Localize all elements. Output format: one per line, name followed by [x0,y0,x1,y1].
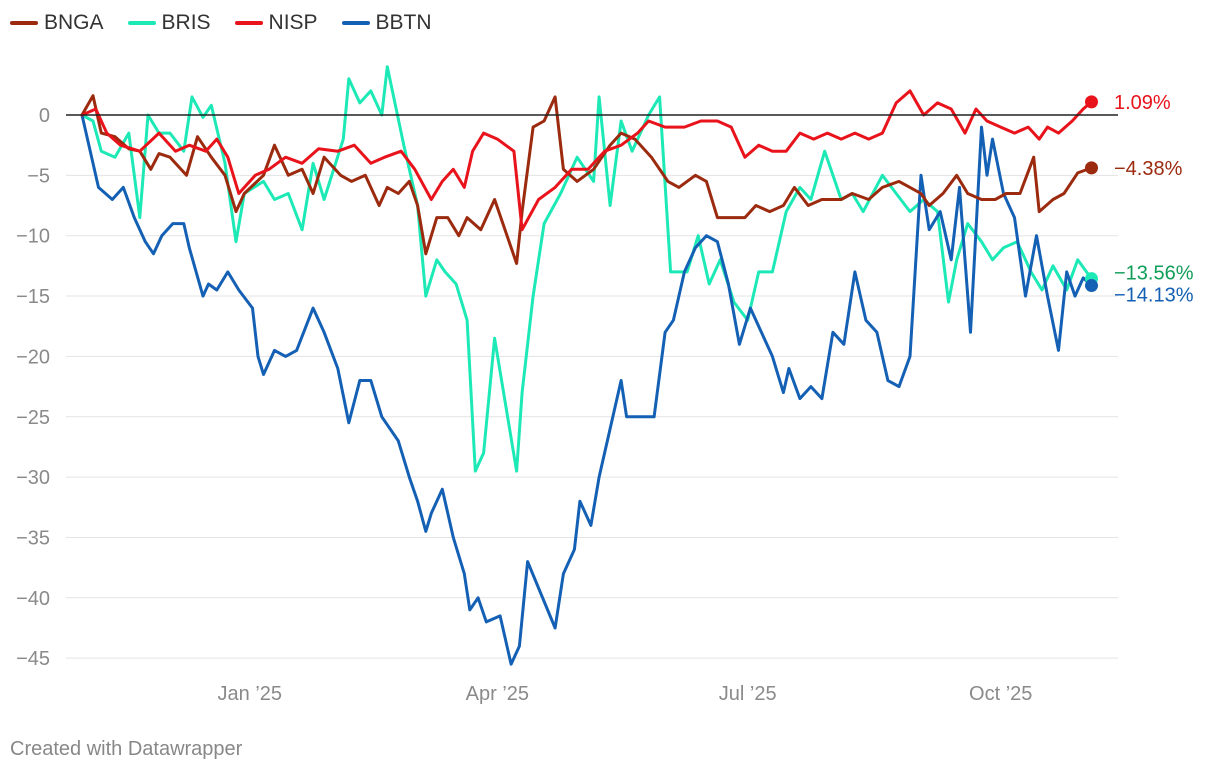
y-tick-label: −40 [16,588,50,610]
end-labels: −4.38% −13.56% 1.09% −14.13% [1084,92,1194,307]
end-dot-nisp [1084,95,1098,109]
end-label-nisp: 1.09% [1114,92,1171,114]
y-tick-label: −35 [16,527,50,549]
x-tick-label: Oct ’25 [969,683,1032,705]
x-axis-ticks: Jan ’25 Apr ’25 Jul ’25 Oct ’25 [218,683,1033,705]
end-label-bbtn: −14.13% [1114,285,1194,307]
y-tick-label: 0 [39,105,50,127]
gridlines [66,174,1118,659]
x-tick-label: Jul ’25 [719,683,777,705]
credit-text: Created with Datawrapper [10,738,243,760]
y-tick-label: −25 [16,407,50,429]
series-line-bris [80,65,1093,473]
y-tick-label: −20 [16,346,50,368]
x-tick-label: Apr ’25 [466,683,529,705]
legend-item-bnga: BNGA [10,11,104,35]
x-tick-label: Jan ’25 [218,683,283,705]
series-lines [80,65,1093,666]
legend-swatch [10,21,38,25]
legend-item-nisp: NISP [234,11,318,35]
legend-swatch [234,21,263,25]
legend-label: BBTN [375,11,432,34]
legend-label: BRIS [161,11,211,34]
legend: BNGA BRIS NISP BBTN [10,8,432,38]
y-axis-ticks: 0 −5 −10 −15 −20 −25 −30 −35 −40 −45 [16,105,50,670]
legend-swatch [341,21,370,25]
legend-label: NISP [268,11,318,34]
end-dot-bnga [1084,161,1098,175]
y-tick-label: −10 [16,226,50,248]
y-tick-label: −5 [27,165,50,187]
y-tick-label: −30 [16,467,50,489]
legend-item-bbtn: BBTN [341,11,432,35]
legend-swatch [127,21,156,25]
y-tick-label: −15 [16,286,50,308]
series-line-bbtn [80,113,1093,666]
y-tick-label: −45 [16,648,50,670]
series-line-bnga [80,94,1093,265]
end-label-bris: −13.56% [1114,263,1194,285]
series-line-nisp [80,89,1093,232]
legend-label: BNGA [44,11,104,34]
end-label-bnga: −4.38% [1114,158,1183,180]
end-dot-bbtn [1084,279,1098,293]
legend-item-bris: BRIS [127,11,211,35]
